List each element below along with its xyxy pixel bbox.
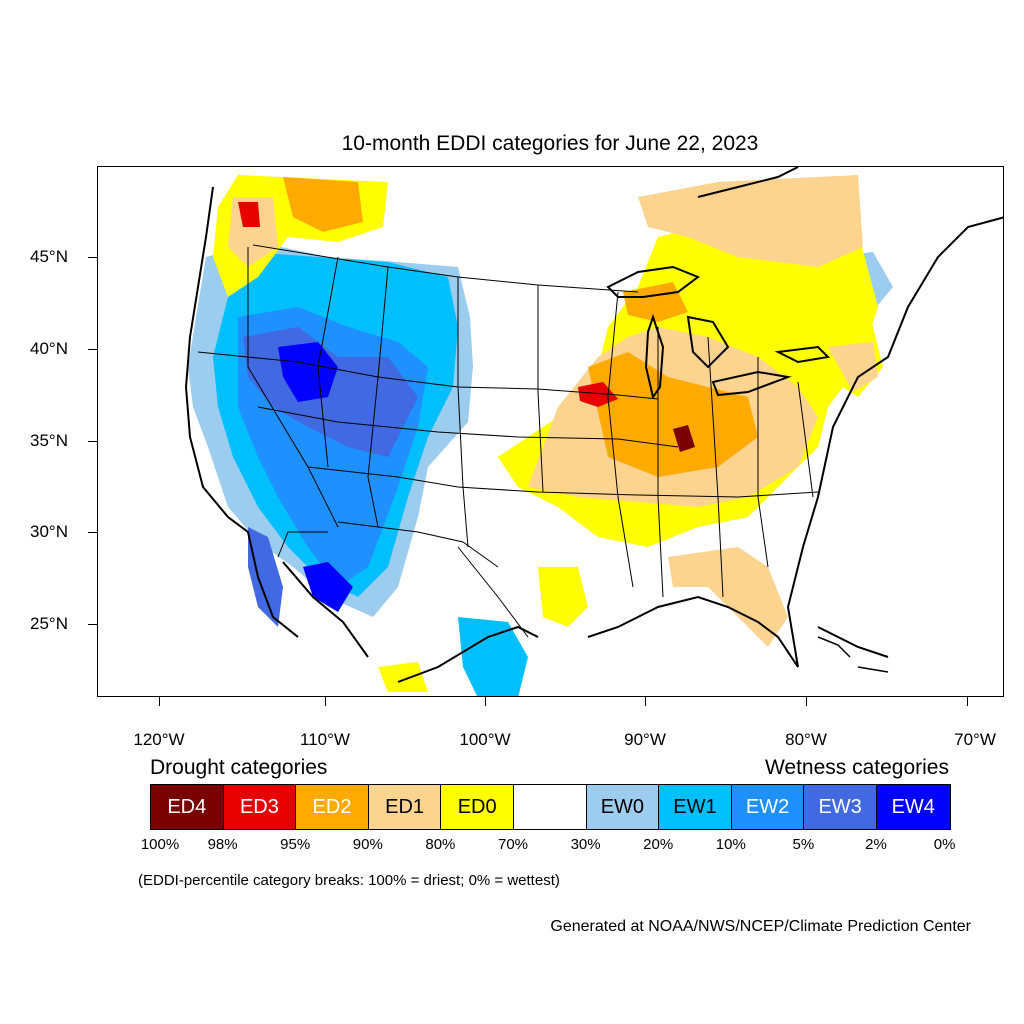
lon-label: 70°W — [954, 730, 996, 749]
lat-label: 45°N — [30, 247, 68, 266]
lon-tick — [325, 697, 326, 706]
region-ed3-nw — [238, 202, 260, 227]
credit-text: Generated at NOAA/NWS/NCEP/Climate Predi… — [550, 918, 971, 935]
coastline — [184, 167, 1003, 683]
map-title: 10-month EDDI categories for June 22, 20… — [341, 132, 759, 155]
region-ew4-west — [278, 342, 338, 402]
lat-label: 40°N — [30, 339, 68, 358]
lon-label: 110°W — [300, 730, 350, 749]
map-panel — [97, 166, 1004, 697]
legend-swatch-ed2: ED2 — [296, 785, 369, 829]
lat-label: 25°N — [30, 614, 68, 633]
region-ew3-coast — [248, 527, 283, 627]
lon-tick — [967, 697, 968, 706]
lon-label: 90°W — [624, 730, 666, 749]
lat-tick — [88, 441, 97, 442]
percentile-label: 100% — [140, 836, 180, 853]
lat-tick — [88, 257, 97, 258]
lon-tick — [485, 697, 486, 706]
percentile-label: 70% — [497, 836, 529, 853]
region-ed4-in — [673, 425, 695, 452]
lon-tick — [645, 697, 646, 706]
legend-swatch-ew2: EW2 — [731, 785, 805, 829]
lat-label: 35°N — [30, 431, 68, 450]
percentile-label: 0% — [933, 836, 956, 853]
legend-swatch-ew0: EW0 — [586, 785, 660, 829]
lon-label: 100°W — [459, 730, 511, 749]
lon-label: 80°W — [785, 730, 827, 749]
legend-swatch-ew4: EW4 — [876, 785, 950, 829]
legend-swatch-ed3: ED3 — [223, 785, 297, 829]
percentile-label: 98% — [207, 836, 238, 853]
legend-swatch-ed4: ED4 — [151, 785, 224, 829]
lon-tick — [806, 697, 807, 706]
lon-label: 120°W — [133, 730, 185, 749]
percentile-label: 2% — [865, 836, 887, 853]
state-borders — [197, 244, 819, 638]
region-ed2-nw — [283, 177, 363, 232]
percentile-label: 30% — [570, 836, 601, 853]
wetness-heading: Wetness categories — [764, 756, 949, 779]
legend-swatch-ew3: EW3 — [804, 785, 877, 829]
legend-swatch-neutral — [513, 785, 587, 829]
region-ew4-baja — [303, 562, 353, 612]
lon-tick — [159, 697, 160, 706]
region-ed0-tx — [538, 567, 588, 627]
percentile-label: 90% — [352, 836, 383, 853]
great-lakes — [606, 265, 831, 400]
category-legend: ED4 ED3 ED2 ED1 ED0 EW0 EW1 EW2 EW3 EW4 — [150, 784, 951, 830]
region-ew1-texas — [458, 617, 528, 696]
region-ed1-north — [638, 175, 863, 267]
percentile-label: 10% — [715, 836, 746, 853]
lat-tick — [88, 624, 97, 625]
lat-label: 30°N — [30, 522, 68, 541]
percentile-label: 95% — [280, 836, 311, 853]
region-ed2-east — [588, 352, 758, 477]
legend-note: (EDDI-percentile category breaks: 100% =… — [138, 872, 560, 889]
legend-swatch-ed0: ED0 — [441, 785, 514, 829]
percentile-label: 80% — [425, 836, 456, 853]
legend-swatch-ed1: ED1 — [368, 785, 442, 829]
lat-tick — [88, 532, 97, 533]
legend-swatch-ew1: EW1 — [659, 785, 732, 829]
lat-tick — [88, 349, 97, 350]
caribbean-islands — [817, 636, 889, 673]
percentile-label: 20% — [643, 836, 674, 853]
eddi-map — [184, 167, 1003, 696]
region-ed0-sw — [378, 662, 428, 692]
drought-heading: Drought categories — [150, 756, 328, 779]
percentile-label: 5% — [792, 836, 815, 853]
region-ed1-ne — [828, 342, 878, 392]
